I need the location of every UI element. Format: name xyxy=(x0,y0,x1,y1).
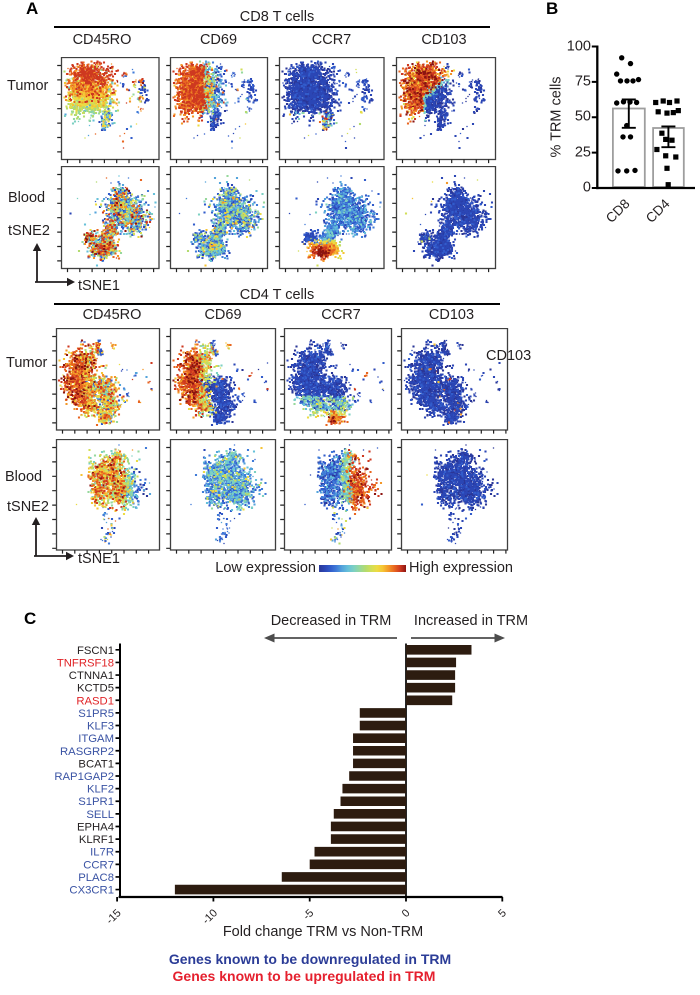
svg-text:ITGAM: ITGAM xyxy=(78,733,114,745)
svg-text:-15: -15 xyxy=(104,907,124,927)
svg-text:RASD1: RASD1 xyxy=(76,695,114,707)
svg-text:RAP1GAP2: RAP1GAP2 xyxy=(54,771,114,783)
svg-text:0: 0 xyxy=(400,907,413,920)
svg-text:S1PR5: S1PR5 xyxy=(78,708,114,720)
svg-text:CX3CR1: CX3CR1 xyxy=(69,885,114,897)
svg-text:CCR7: CCR7 xyxy=(83,859,114,871)
svg-text:KCTD5: KCTD5 xyxy=(77,683,114,695)
svg-text:KLF3: KLF3 xyxy=(87,721,114,733)
svg-text:BCAT1: BCAT1 xyxy=(78,758,114,770)
svg-text:KLF2: KLF2 xyxy=(87,784,114,796)
svg-text:PLAC8: PLAC8 xyxy=(78,872,114,884)
svg-text:RASGRP2: RASGRP2 xyxy=(60,746,114,758)
svg-text:SELL: SELL xyxy=(86,809,114,821)
svg-text:TNFRSF18: TNFRSF18 xyxy=(57,657,114,669)
svg-text:-5: -5 xyxy=(301,907,316,922)
svg-text:5: 5 xyxy=(496,907,509,920)
svg-text:KLRF1: KLRF1 xyxy=(79,834,114,846)
svg-text:-10: -10 xyxy=(200,907,220,927)
svg-text:S1PR1: S1PR1 xyxy=(78,796,114,808)
svg-text:IL7R: IL7R xyxy=(90,847,114,859)
svg-text:FSCN1: FSCN1 xyxy=(77,645,114,657)
svg-text:EPHA4: EPHA4 xyxy=(77,821,114,833)
svg-text:CTNNA1: CTNNA1 xyxy=(69,670,114,682)
